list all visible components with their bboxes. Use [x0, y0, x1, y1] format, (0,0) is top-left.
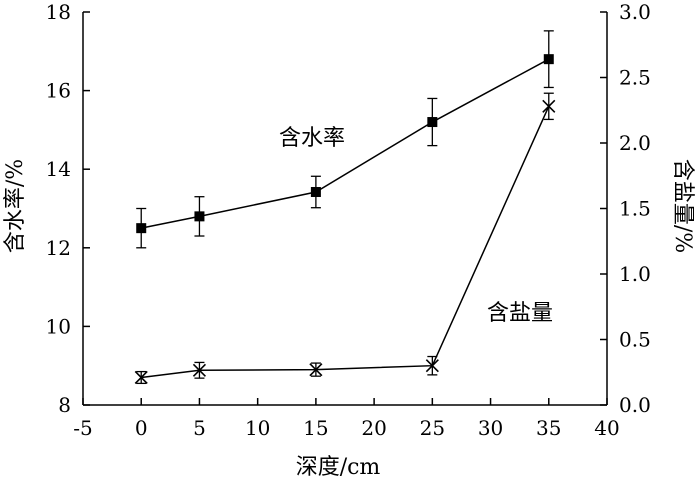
- data-point-square: [194, 211, 205, 222]
- axes: -5 0 5 10 15 20 25 30 35 40 8 10 12 14 16 18 0.0 0.5 1.0 1.…: [46, 0, 651, 440]
- x-tick-label: 15: [303, 416, 328, 440]
- data-point-square: [310, 186, 321, 197]
- x-tick-label: 25: [420, 416, 445, 440]
- data-point-square: [427, 117, 438, 128]
- series-0: [136, 30, 554, 249]
- y-axis-left-title: 含水率/%: [3, 159, 28, 253]
- data-point-x: [542, 99, 556, 113]
- marker-stroke: [134, 370, 148, 385]
- marker-stroke: [192, 363, 207, 377]
- x-tick-label: 40: [594, 416, 619, 440]
- series-label-salt-content: 含盐量: [487, 301, 553, 326]
- marker-stroke: [542, 99, 556, 113]
- x-tick-label: -5: [73, 416, 92, 440]
- x-axis-title: 深度/cm: [296, 455, 381, 480]
- y-right-tick-label: 2.0: [619, 131, 651, 155]
- y-axis-right-title: 含盐量/%: [670, 159, 695, 253]
- y-left-tick-label: 14: [46, 157, 71, 181]
- data-point-square: [543, 54, 554, 65]
- y-right-tick-label: 2.5: [619, 66, 651, 90]
- x-tick-label: 10: [245, 416, 270, 440]
- marker-stroke: [309, 363, 323, 377]
- y-right-tick-label: 1.5: [619, 197, 651, 221]
- y-right-tick-label: 0.0: [619, 393, 651, 417]
- data-point-square: [136, 223, 147, 234]
- x-tick-label: 0: [135, 416, 148, 440]
- data-point-x: [134, 370, 148, 385]
- data-point-x: [192, 363, 207, 377]
- y-right-tick-label: 1.0: [619, 262, 651, 286]
- x-tick-label: 5: [193, 416, 206, 440]
- x-tick-label: 30: [478, 416, 503, 440]
- x-tick-label: 35: [536, 416, 561, 440]
- series-label-water-content: 含水率: [279, 126, 345, 151]
- y-left-tick-label: 8: [58, 393, 71, 417]
- y-right-tick-label: 3.0: [619, 0, 651, 24]
- y-left-tick-label: 16: [46, 79, 71, 103]
- y-right-tick-label: 0.5: [619, 328, 651, 352]
- data-point-x: [425, 359, 439, 373]
- y-left-tick-label: 10: [46, 314, 71, 338]
- series-layer: [134, 30, 556, 385]
- x-tick-label: 20: [361, 416, 386, 440]
- y-left-tick-label: 12: [46, 236, 71, 260]
- marker-stroke: [425, 359, 439, 373]
- y-left-tick-label: 18: [46, 0, 71, 24]
- series-1: [134, 92, 556, 385]
- data-point-x: [309, 363, 323, 377]
